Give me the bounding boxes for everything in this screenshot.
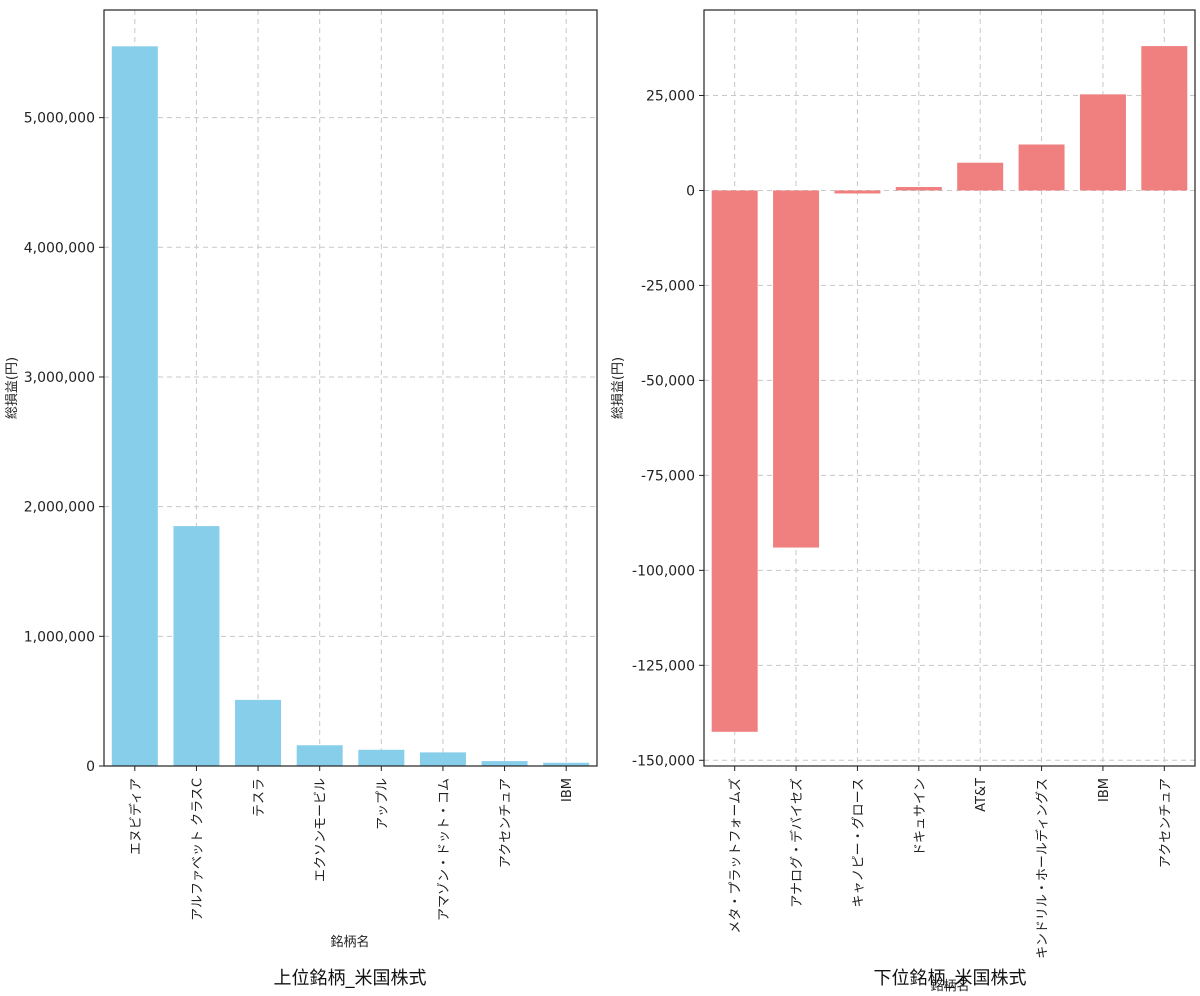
x-tick-label: IBM [1097, 778, 1112, 802]
x-axis-title: 銘柄名 [330, 934, 369, 950]
y-tick-label: -100,000 [632, 563, 695, 579]
y-tick-label: 0 [686, 183, 695, 199]
x-tick-label: アルファベット クラスC [190, 778, 205, 921]
bar [773, 190, 820, 548]
y-tick-label: 2,000,000 [24, 500, 95, 516]
y-axis-title: 総損益(円) [5, 357, 20, 419]
x-tick-label: エヌビディア [128, 778, 144, 855]
bar [358, 749, 405, 766]
bar [957, 162, 1004, 191]
chart-panel-1: 0 1,000,000 2,000,000 3,000,000 4,000,000 5,0… [5, 9, 598, 989]
x-tick-label: IBM [560, 778, 575, 802]
y-tick-label: -75,000 [641, 468, 695, 484]
y-tick-label: 5,000,000 [24, 111, 95, 127]
bar [834, 190, 881, 194]
x-tick-label: アップル [375, 778, 390, 830]
y-tick-label: -125,000 [632, 658, 695, 674]
y-axis-title: 総損益(円) [611, 357, 626, 419]
x-tick-label: アクセンチュア [1158, 778, 1173, 868]
bar [296, 745, 343, 766]
y-tick-label: 25,000 [646, 88, 695, 104]
y-tick-label: -150,000 [632, 753, 695, 769]
x-tick-label: AT&T [974, 778, 989, 812]
x-tick-label: アマゾン・ドット・コム [437, 778, 452, 921]
y-tick-label: -50,000 [641, 373, 695, 389]
chart-panel-2: -150,000 -125,000 -100,000 -75,000 -50,000 -2… [611, 9, 1196, 994]
bar [711, 190, 758, 732]
y-tick-label: 3,000,000 [24, 370, 95, 386]
x-axis-title: 銘柄名 [930, 978, 969, 994]
y-tick-label: 1,000,000 [24, 629, 95, 645]
y-tick-label: -25,000 [641, 278, 695, 294]
x-tick-label: ドキュサイン [913, 778, 928, 856]
bar [235, 699, 282, 766]
x-tick-label: アクセンチュア [499, 778, 514, 868]
bar [543, 762, 590, 766]
bar [173, 526, 220, 766]
x-tick-label: エクソンモービル [314, 778, 329, 882]
bar [895, 187, 942, 191]
plot-frame [103, 9, 598, 767]
chart-title: 下位銘柄_米国株式 [874, 968, 1027, 989]
bar [481, 761, 528, 766]
y-tick-label: 4,000,000 [24, 240, 95, 256]
x-tick-label: メタ・プラットフォームズ [728, 778, 744, 934]
bar [111, 46, 158, 767]
y-tick-label: 0 [86, 759, 95, 775]
bar [1018, 144, 1065, 191]
x-tick-label: テスラ [252, 778, 267, 817]
x-tick-label: アナログ・デバイセズ [789, 778, 805, 908]
plot-frame [703, 9, 1196, 767]
bar [1141, 46, 1188, 191]
bar [1079, 94, 1126, 191]
chart-title: 上位銘柄_米国株式 [274, 968, 427, 989]
bar [419, 752, 466, 766]
x-tick-label: キャノピー・グロース [851, 778, 866, 907]
x-tick-label: キンドリル・ホールディングス [1035, 778, 1051, 959]
